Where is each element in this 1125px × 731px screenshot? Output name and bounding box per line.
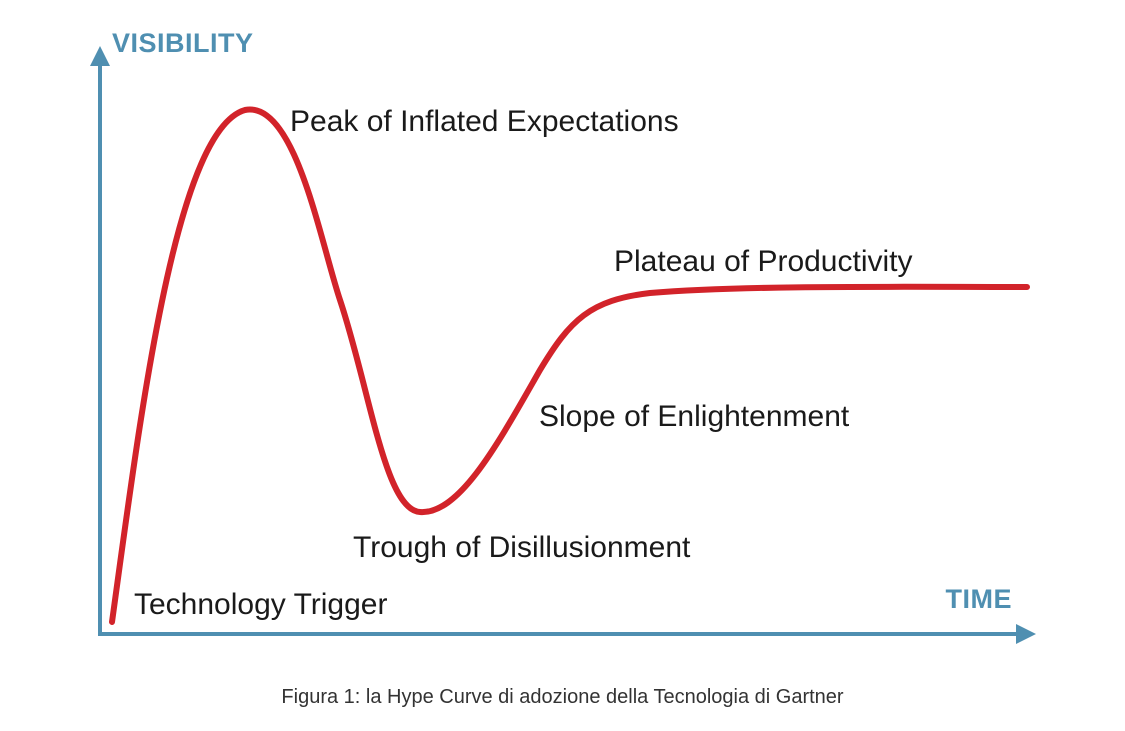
label-trough-of-disillusionment: Trough of Disillusionment <box>353 531 691 564</box>
x-axis-title: TIME <box>946 584 1013 614</box>
label-slope-of-enlightenment: Slope of Enlightenment <box>539 400 850 433</box>
label-technology-trigger: Technology Trigger <box>134 588 387 621</box>
label-plateau-of-productivity: Plateau of Productivity <box>614 245 913 278</box>
y-axis-title: VISIBILITY <box>112 28 254 58</box>
hype-curve <box>109 106 1030 625</box>
y-axis-arrowhead <box>90 46 110 66</box>
x-axis-arrowhead <box>1016 624 1036 644</box>
figure-caption: Figura 1: la Hype Curve di adozione dell… <box>281 686 844 708</box>
label-peak-of-inflated-expectations: Peak of Inflated Expectations <box>290 105 679 138</box>
